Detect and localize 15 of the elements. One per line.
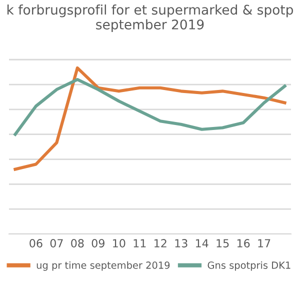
x-tick-label: 13 <box>175 239 188 248</box>
x-tick-label: 15 <box>216 239 229 248</box>
x-tick-label: 07 <box>50 239 63 248</box>
legend-label: Gns spotpris DK1 <box>208 261 290 271</box>
x-tick-label: 11 <box>134 239 146 248</box>
legend-label: ug pr time september 2019 <box>36 261 170 271</box>
x-tick-label: 17 <box>258 239 270 248</box>
x-tick-label: 09 <box>92 239 104 248</box>
x-tick-label: 12 <box>154 239 166 248</box>
x-tick-label: 14 <box>196 239 208 248</box>
x-tick-label: 06 <box>30 239 42 248</box>
x-tick-label: 08 <box>71 239 84 248</box>
chart-title: k forbrugsprofil for et supermarked & spotp september 2019 <box>7 4 294 32</box>
x-tick-label: 10 <box>113 239 126 248</box>
x-tick-label: 16 <box>237 239 250 248</box>
